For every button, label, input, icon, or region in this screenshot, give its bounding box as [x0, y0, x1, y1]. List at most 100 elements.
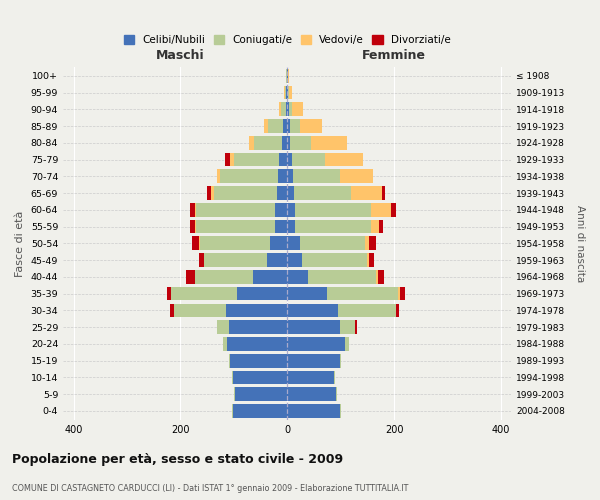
Bar: [286, 102, 287, 116]
Bar: [340, 170, 373, 183]
Bar: [233, 404, 287, 418]
Bar: [300, 119, 322, 133]
Bar: [170, 304, 173, 318]
Bar: [204, 253, 267, 267]
Bar: [289, 86, 292, 100]
Text: Popolazione per età, sesso e stato civile - 2009: Popolazione per età, sesso e stato civil…: [12, 452, 343, 466]
Bar: [230, 354, 287, 368]
Bar: [214, 186, 277, 200]
Bar: [229, 354, 230, 368]
Bar: [287, 119, 290, 133]
Bar: [287, 102, 289, 116]
Bar: [379, 220, 383, 234]
Bar: [217, 170, 220, 183]
Bar: [287, 236, 300, 250]
Bar: [290, 119, 300, 133]
Bar: [287, 220, 295, 234]
Y-axis label: Anni di nascita: Anni di nascita: [575, 204, 585, 282]
Bar: [378, 270, 385, 283]
Bar: [235, 388, 287, 401]
Bar: [187, 270, 195, 283]
Bar: [287, 370, 334, 384]
Bar: [340, 320, 355, 334]
Bar: [211, 186, 214, 200]
Bar: [300, 236, 365, 250]
Bar: [290, 136, 311, 149]
Bar: [232, 404, 233, 418]
Text: Maschi: Maschi: [156, 50, 205, 62]
Bar: [287, 320, 340, 334]
Bar: [167, 287, 172, 300]
Bar: [199, 253, 204, 267]
Bar: [253, 270, 287, 283]
Bar: [275, 220, 287, 234]
Bar: [172, 287, 236, 300]
Bar: [232, 370, 233, 384]
Bar: [286, 86, 287, 100]
Bar: [234, 152, 279, 166]
Bar: [287, 203, 295, 216]
Bar: [293, 186, 352, 200]
Bar: [340, 354, 341, 368]
Bar: [398, 287, 400, 300]
Bar: [345, 337, 349, 351]
Bar: [287, 270, 308, 283]
Bar: [229, 320, 287, 334]
Bar: [287, 136, 290, 149]
Bar: [293, 170, 340, 183]
Bar: [295, 220, 371, 234]
Bar: [287, 304, 338, 318]
Bar: [207, 186, 211, 200]
Bar: [370, 253, 374, 267]
Bar: [226, 152, 230, 166]
Bar: [223, 337, 227, 351]
Bar: [327, 287, 398, 300]
Bar: [217, 320, 229, 334]
Bar: [287, 337, 345, 351]
Bar: [292, 102, 303, 116]
Bar: [334, 370, 335, 384]
Bar: [287, 186, 293, 200]
Bar: [370, 236, 376, 250]
Bar: [367, 253, 370, 267]
Bar: [236, 287, 287, 300]
Bar: [249, 136, 254, 149]
Bar: [220, 170, 278, 183]
Bar: [308, 270, 376, 283]
Bar: [371, 220, 379, 234]
Bar: [254, 136, 282, 149]
Bar: [287, 86, 289, 100]
Bar: [391, 203, 396, 216]
Bar: [270, 236, 287, 250]
Bar: [278, 170, 287, 183]
Bar: [277, 186, 287, 200]
Bar: [233, 370, 287, 384]
Bar: [376, 270, 378, 283]
Bar: [200, 236, 270, 250]
Bar: [281, 102, 286, 116]
Bar: [283, 119, 287, 133]
Y-axis label: Fasce di età: Fasce di età: [15, 210, 25, 276]
Bar: [287, 152, 292, 166]
Bar: [289, 102, 292, 116]
Bar: [338, 304, 395, 318]
Bar: [340, 404, 341, 418]
Bar: [195, 203, 196, 216]
Bar: [382, 186, 385, 200]
Bar: [287, 388, 337, 401]
Bar: [287, 354, 340, 368]
Bar: [196, 203, 275, 216]
Bar: [173, 304, 226, 318]
Bar: [287, 287, 327, 300]
Text: COMUNE DI CASTAGNETO CARDUCCI (LI) - Dati ISTAT 1° gennaio 2009 - Elaborazione T: COMUNE DI CASTAGNETO CARDUCCI (LI) - Dat…: [12, 484, 409, 493]
Bar: [275, 203, 287, 216]
Bar: [279, 152, 287, 166]
Bar: [287, 170, 293, 183]
Bar: [371, 203, 391, 216]
Bar: [192, 236, 199, 250]
Bar: [267, 253, 287, 267]
Bar: [227, 337, 287, 351]
Bar: [264, 119, 268, 133]
Bar: [295, 203, 371, 216]
Legend: Celibi/Nubili, Coniugati/e, Vedovi/e, Divorziati/e: Celibi/Nubili, Coniugati/e, Vedovi/e, Di…: [119, 31, 455, 50]
